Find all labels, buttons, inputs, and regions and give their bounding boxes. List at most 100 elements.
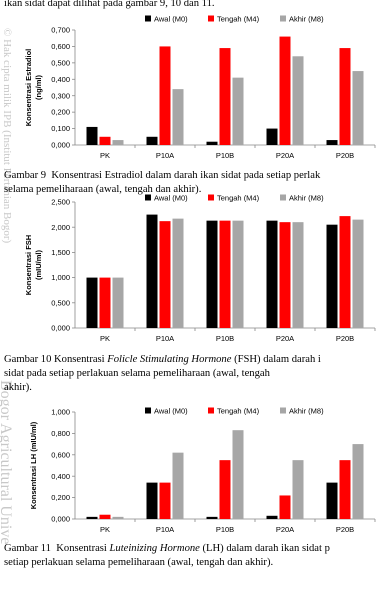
- bar: [112, 516, 124, 519]
- y-tick-label: 1,500: [51, 248, 70, 257]
- x-tick-label: P10B: [216, 334, 234, 343]
- caption-part: selama pemeliharaan (awal, tengah dan ak…: [4, 184, 201, 195]
- y-tick-label: 0,000: [51, 515, 70, 524]
- caption-part: akhir).: [4, 382, 32, 393]
- bar: [159, 46, 171, 145]
- y-tick-label: 1,000: [51, 408, 70, 417]
- legend-swatch: [280, 15, 286, 22]
- y-tick-label: 0,400: [51, 472, 70, 481]
- caption-part: setiap perlakuan selama pemeliharaan (aw…: [4, 557, 273, 568]
- bar: [112, 140, 124, 145]
- bar: [206, 141, 218, 145]
- legend-label: Awal (M0): [154, 407, 188, 416]
- bar: [232, 220, 244, 328]
- bar: [172, 218, 184, 328]
- x-tick-label: P10A: [156, 151, 174, 160]
- caption: selama pemeliharaan (awal, tengah dan ak…: [4, 184, 201, 195]
- bar: [326, 224, 338, 328]
- x-tick-label: PK: [100, 334, 110, 343]
- bar: [219, 220, 231, 328]
- bar: [339, 48, 351, 146]
- legend-label: Tengah (M4): [217, 15, 260, 24]
- y-axis-label: (ng/ml): [34, 75, 43, 100]
- bar: [99, 514, 111, 519]
- legend-label: Akhir (M8): [289, 407, 324, 416]
- legend-label: Tengah (M4): [217, 407, 260, 416]
- y-axis-label: Konsentrasi FSH: [24, 235, 33, 295]
- legend-swatch: [208, 15, 214, 22]
- legend-swatch: [208, 407, 214, 414]
- y-axis-label: (mIU/ml): [34, 249, 43, 280]
- legend-swatch: [145, 15, 151, 22]
- y-axis-label: Konsentrasi Estradiol: [24, 49, 33, 127]
- x-tick-label: P20B: [336, 525, 354, 534]
- bar: [99, 277, 111, 328]
- legend-label: Awal (M0): [154, 15, 188, 24]
- bar: [279, 222, 291, 328]
- bar: [219, 48, 231, 146]
- y-tick-label: 0,100: [51, 124, 70, 133]
- bar: [86, 516, 98, 519]
- bar: [279, 495, 291, 519]
- x-tick-label: PK: [100, 525, 110, 534]
- bar: [339, 216, 351, 328]
- caption: setiap perlakuan selama pemeliharaan (aw…: [4, 557, 273, 568]
- bar: [86, 277, 98, 328]
- bar: [292, 56, 304, 145]
- caption-part: Gambar 9 Konsentrasi Estradiol dalam dar…: [4, 170, 321, 181]
- legend-swatch: [280, 407, 286, 414]
- caption-part: Folicle Stimulating Hormone: [106, 354, 231, 365]
- caption: akhir).: [4, 382, 32, 393]
- caption-part: Gambar 11 Konsentrasi: [4, 543, 110, 554]
- bar: [219, 460, 231, 519]
- y-tick-label: 0,000: [51, 141, 70, 150]
- y-tick-label: 0,600: [51, 450, 70, 459]
- x-tick-label: P10B: [216, 151, 234, 160]
- bar: [352, 219, 364, 328]
- caption: sidat pada setiap perlakuan selama pemel…: [4, 368, 271, 379]
- watermark: © Hak cipta milik IPB (Institut Pertania…: [1, 28, 13, 244]
- legend-swatch: [145, 194, 151, 201]
- body-text: ikan sidat dapat dilihat pada gambar 9, …: [4, 0, 215, 9]
- legend-label: Akhir (M8): [289, 15, 324, 24]
- x-tick-label: P10A: [156, 334, 174, 343]
- y-tick-label: 1,000: [51, 273, 70, 282]
- bar: [232, 77, 244, 145]
- x-tick-label: P10A: [156, 525, 174, 534]
- legend-label: Akhir (M8): [289, 194, 324, 203]
- legend-swatch: [145, 407, 151, 414]
- x-tick-label: PK: [100, 151, 110, 160]
- y-tick-label: 0,300: [51, 91, 70, 100]
- caption: Gambar 11 Konsentrasi Luteinizing Hormon…: [4, 543, 330, 554]
- y-tick-label: 0,000: [51, 324, 70, 333]
- y-tick-label: 0,200: [51, 493, 70, 502]
- bar: [339, 460, 351, 519]
- legend-swatch: [208, 194, 214, 201]
- bar: [292, 222, 304, 328]
- x-tick-label: P20B: [336, 151, 354, 160]
- caption: Gambar 9 Konsentrasi Estradiol dalam dar…: [4, 170, 321, 181]
- x-tick-label: P10B: [216, 525, 234, 534]
- bar: [172, 452, 184, 519]
- caption-part: sidat pada setiap perlakuan selama pemel…: [4, 368, 271, 379]
- caption-part: Luteinizing Hormone: [109, 543, 201, 554]
- y-axis-label: Konsentrasi LH (mIU/ml): [29, 421, 38, 509]
- x-tick-label: P20A: [276, 525, 294, 534]
- bar: [266, 515, 278, 519]
- y-tick-label: 2,500: [51, 198, 70, 207]
- bar: [146, 214, 158, 328]
- bar: [326, 140, 338, 145]
- bar: [159, 482, 171, 519]
- legend-label: Tengah (M4): [217, 194, 260, 203]
- bar: [172, 89, 184, 145]
- watermark: Bogor Agricultural Unive: [0, 380, 14, 544]
- bar: [159, 221, 171, 328]
- legend-label: Awal (M0): [154, 194, 188, 203]
- bar: [206, 516, 218, 519]
- y-tick-label: 0,800: [51, 429, 70, 438]
- bar: [206, 220, 218, 328]
- bar: [326, 482, 338, 519]
- y-tick-label: 0,700: [51, 26, 70, 35]
- y-tick-label: 0,500: [51, 298, 70, 307]
